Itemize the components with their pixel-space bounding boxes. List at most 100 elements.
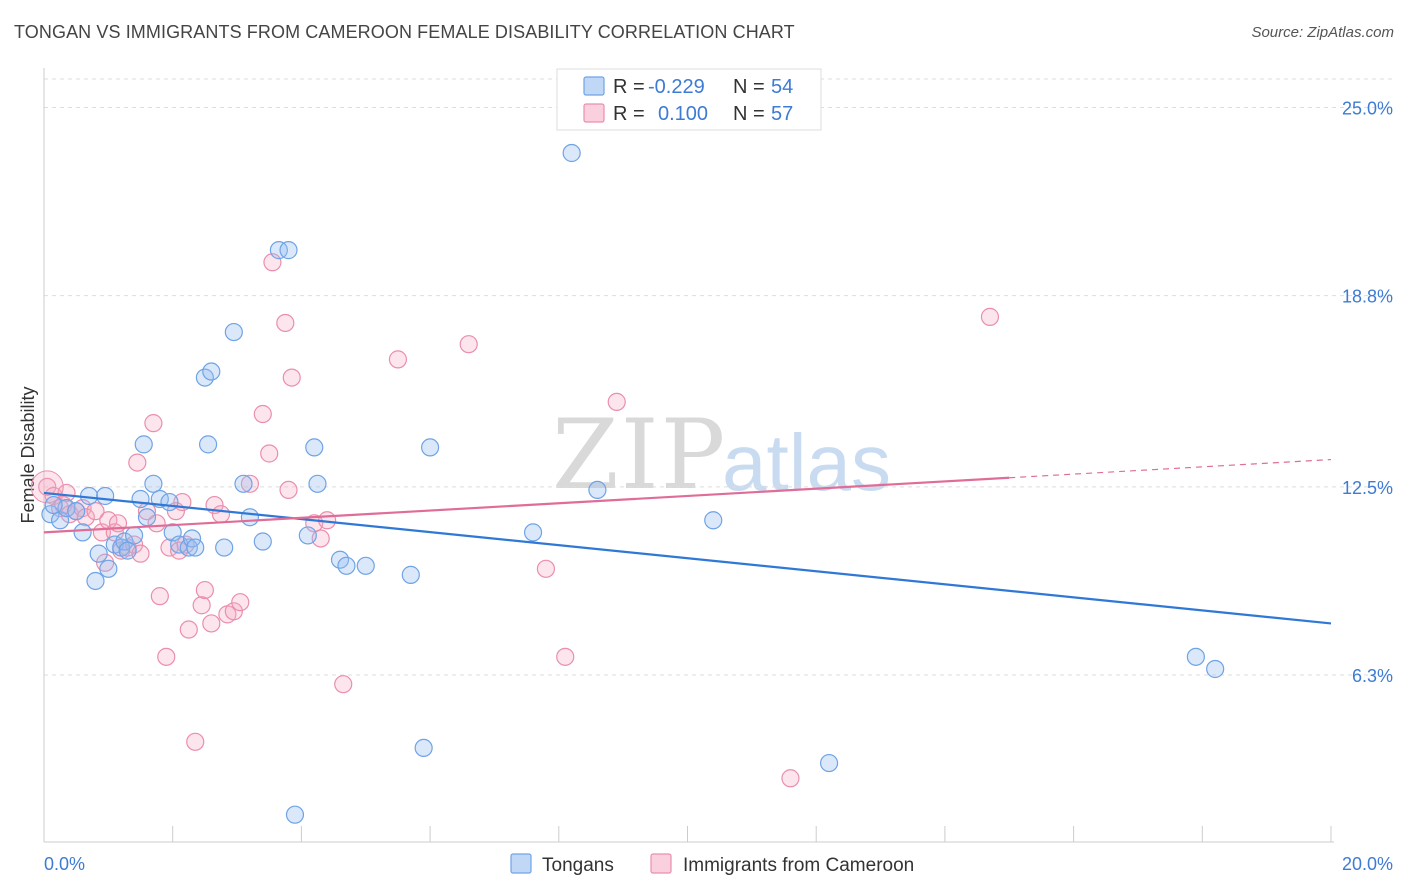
tongans-point <box>421 438 440 457</box>
cameroon-point <box>276 313 295 333</box>
y-tick-label: 6.3% <box>1352 666 1393 686</box>
tongans-point <box>186 538 205 557</box>
bottom-legend-label-tongans: Tongans <box>542 855 614 876</box>
cameroon-point <box>128 453 147 472</box>
tongans-point <box>137 508 157 527</box>
cameroon-point <box>38 477 57 496</box>
tongans-point <box>523 523 543 542</box>
tongans-point <box>224 322 243 342</box>
cameroon-point <box>186 732 205 751</box>
series-tongans-points <box>41 143 1225 824</box>
watermark-zip: ZIP <box>552 399 727 511</box>
tongans-point <box>285 805 305 824</box>
tongans-point <box>298 526 317 545</box>
tongans-point <box>704 511 723 530</box>
legend-n-label-2: N = <box>733 103 765 125</box>
legend-n-label-1: N = <box>733 76 765 98</box>
y-tick-label: 18.8% <box>1342 287 1393 307</box>
tongans-point <box>240 508 260 527</box>
tongans-point <box>96 486 115 506</box>
bottom-legend-swatch-cameroon <box>650 853 672 874</box>
cameroon-point <box>607 392 626 411</box>
series-cameroon-points <box>30 253 1000 788</box>
tongans-point <box>89 544 108 563</box>
chart-title: TONGAN VS IMMIGRANTS FROM CAMEROON FEMAL… <box>14 22 795 42</box>
x-tick-label-max: 20.0% <box>1342 854 1393 874</box>
cameroon-point <box>253 404 272 424</box>
correlation-legend: R = -0.229 N = 54 R = 0.100 N = 57 <box>556 68 822 131</box>
cameroon-point <box>781 769 800 788</box>
cameroon-point <box>157 647 176 666</box>
tongans-point <box>308 474 327 493</box>
tongans-point <box>562 143 581 163</box>
cameroon-point <box>980 307 1000 326</box>
tongans-point <box>86 571 105 591</box>
tongans-point <box>44 495 63 515</box>
cameroon-point <box>86 502 105 521</box>
cameroon-point <box>76 508 95 527</box>
tongans-point <box>401 565 420 584</box>
legend-n-value-1: 54 <box>771 76 793 98</box>
bottom-legend-swatch-tongans <box>510 853 532 874</box>
legend-r-value-1: -0.229 <box>648 76 705 98</box>
cameroon-point <box>224 602 243 621</box>
legend-r-label-2: R = <box>613 103 645 125</box>
axes <box>43 68 1334 843</box>
tongans-point <box>356 556 375 575</box>
cameroon-trend-line-extension <box>1009 458 1332 479</box>
tongans-point <box>134 435 153 454</box>
cameroon-point <box>202 614 221 633</box>
cameroon-point <box>260 444 279 463</box>
bottom-legend-label-cameroon: Immigrants from Cameroon <box>683 855 914 876</box>
series-legend: Tongans Immigrants from Cameroon <box>510 853 914 876</box>
cameroon-point <box>279 480 298 500</box>
cameroon-point <box>147 514 166 533</box>
trend-lines <box>43 458 1332 625</box>
tongans-point <box>1186 647 1205 666</box>
cameroon-point <box>57 483 76 503</box>
legend-swatch-tongans <box>583 76 605 96</box>
tongans-trend-line <box>43 491 1332 625</box>
tongans-point <box>202 362 221 381</box>
tongans-point <box>269 241 288 260</box>
legend-r-label-1: R = <box>613 76 645 98</box>
tongans-point <box>414 738 433 758</box>
tongans-point <box>67 502 86 521</box>
cameroon-point <box>334 675 353 694</box>
tongans-point <box>198 435 218 454</box>
tongans-point <box>144 474 163 493</box>
tongans-point <box>234 474 253 493</box>
tongans-point <box>131 489 150 509</box>
tongans-point <box>99 559 118 578</box>
tongans-point <box>253 532 272 551</box>
cameroon-point <box>144 414 163 433</box>
cameroon-point <box>211 505 231 524</box>
legend-r-value-2: 0.100 <box>658 103 708 125</box>
gridlines <box>44 78 1393 676</box>
tongans-point <box>337 556 356 575</box>
cameroon-point <box>231 593 250 612</box>
tongans-point <box>819 753 839 773</box>
cameroon-point <box>388 350 408 369</box>
tongans-point <box>118 541 137 560</box>
watermark: ZIP atlas <box>552 399 891 511</box>
cameroon-point <box>179 620 198 639</box>
tongans-point <box>305 438 324 457</box>
tongans-point <box>215 538 234 557</box>
y-tick-label: 12.5% <box>1342 478 1393 498</box>
x-tick-label-min: 0.0% <box>44 854 85 874</box>
tongans-point <box>1206 659 1225 679</box>
legend-n-value-2: 57 <box>771 103 793 125</box>
tongans-point <box>124 526 144 545</box>
chart-source: Source: ZipAtlas.com <box>1251 24 1394 41</box>
y-tick-labels: 6.3% 12.5% 18.8% 25.0% <box>1342 98 1393 686</box>
cameroon-point <box>192 596 211 615</box>
tongans-point <box>588 480 607 500</box>
cameroon-point <box>150 587 169 606</box>
cameroon-trend-line <box>43 476 1010 534</box>
cameroon-point <box>459 335 478 354</box>
y-tick-label: 25.0% <box>1342 98 1393 118</box>
tongans-point <box>279 241 298 260</box>
y-axis-label: Female Disability <box>18 386 38 523</box>
